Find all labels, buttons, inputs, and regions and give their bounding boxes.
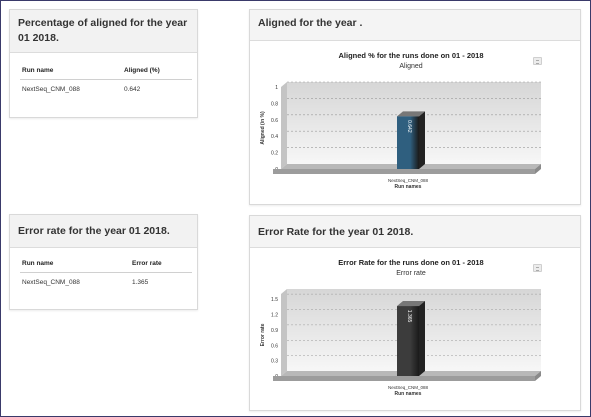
error-table-title: Error rate for the year 01 2018. [10,215,197,248]
table-row: NextSeq_CNM_088 0.642 [20,80,192,98]
x-axis-title: Run names [395,391,422,397]
error-chart-panel-title: Error Rate for the year 01 2018. [250,216,580,248]
bar-value-label: 1.365 [406,310,412,323]
cell-error-rate-value: 1.365 [132,279,149,286]
table-row: NextSeq_CNM_088 1.365 [20,273,192,291]
bar [397,116,419,169]
bar-side [419,111,425,169]
column-header-error-rate: Error rate [130,256,192,273]
aligned-chart-area: Aligned % for the runs done on 01 - 2018… [250,42,580,204]
chart-floor-front [273,376,535,381]
column-header-aligned: Aligned (%) [122,63,192,80]
chart-floor-side [535,371,541,381]
y-tick-label: 0.9 [271,328,278,334]
chart-floor-front [273,169,535,174]
cell-aligned-value: 0.642 [124,86,141,93]
cell-run-name: NextSeq_CNM_088 [22,279,80,286]
error-chart: Error Rate for the runs done on 01 - 201… [260,258,541,397]
error-chart-menu-icon[interactable] [533,264,542,272]
x-tick-label: NextSeq_CNM_088 [388,385,429,390]
aligned-chart: Aligned % for the runs done on 01 - 2018… [260,51,541,190]
y-tick-label: 0.2 [271,151,278,157]
x-axis-title: Run names [395,184,422,190]
error-chart-panel: Error Rate for the year 01 2018. Error R… [249,215,581,411]
aligned-chart-panel: Aligned for the year . Aligned % for the… [249,9,581,205]
y-tick-label: 0.6 [271,118,278,124]
y-tick-label: 0.3 [271,359,278,365]
chart-side-wall [281,289,287,376]
y-tick-label: 0.4 [271,134,278,140]
chart-floor-side [535,164,541,174]
bar [397,306,419,376]
bar-side [419,301,425,376]
y-tick-label: 1 [275,85,278,91]
x-tick-label: NextSeq_CNM_088 [388,178,429,183]
bar-value-label: 0.642 [406,120,412,133]
cell-run-name: NextSeq_CNM_088 [22,86,80,93]
aligned-table-panel: Percentage of aligned for the year 01 20… [9,9,198,118]
bar-top [397,301,425,307]
aligned-chart-panel-title: Aligned for the year . [250,10,580,41]
column-header-run-name: Run name [20,256,130,273]
error-chart-area: Error Rate for the runs done on 01 - 201… [250,249,580,410]
y-tick-label: 0.8 [271,101,278,107]
chart-subtitle: Aligned [399,63,422,70]
y-tick-label: 0.6 [271,343,278,349]
aligned-table-title: Percentage of aligned for the year 01 20… [10,10,197,53]
error-table-panel: Error rate for the year 01 2018. Run nam… [9,214,198,310]
aligned-chart-menu-icon[interactable] [533,57,542,65]
y-axis-title: Aligned (in %) [260,111,266,145]
y-tick-label: 1.5 [271,297,278,303]
y-tick-label: 1.2 [271,313,278,319]
error-table: Run name Error rate NextSeq_CNM_088 1.36… [20,256,192,290]
chart-subtitle: Error rate [396,270,426,277]
chart-title: Aligned % for the runs done on 01 - 2018 [338,51,483,60]
chart-side-wall [281,82,287,169]
aligned-table: Run name Aligned (%) NextSeq_CNM_088 0.6… [20,63,192,97]
column-header-run-name: Run name [20,63,122,80]
bar-top [397,111,425,117]
chart-title: Error Rate for the runs done on 01 - 201… [338,258,483,267]
y-axis-title: Error rate [260,323,266,346]
